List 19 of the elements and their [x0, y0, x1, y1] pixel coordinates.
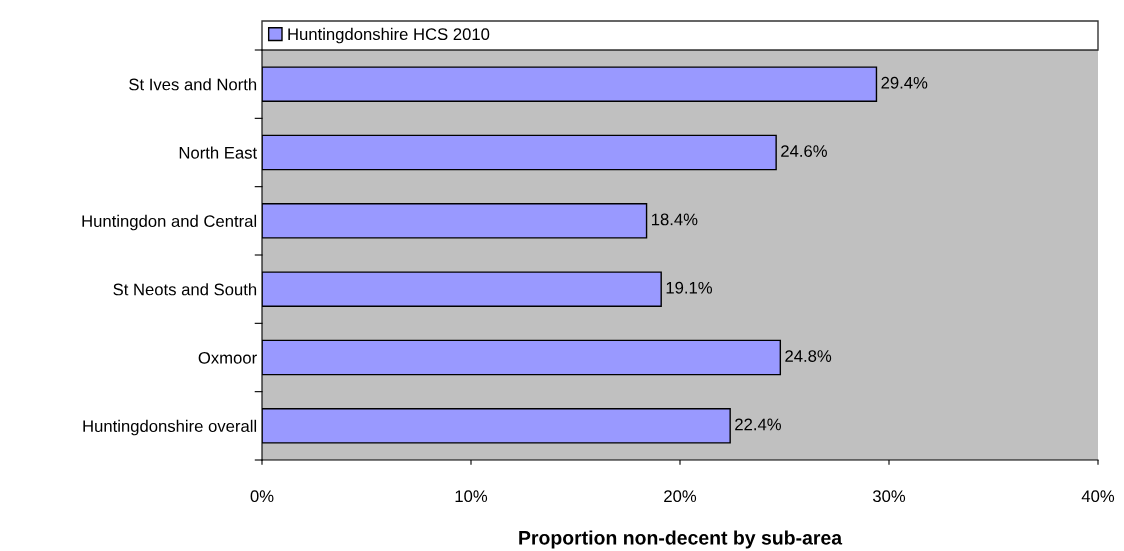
data-label: 22.4% [735, 418, 781, 431]
x-tick-label: 0% [250, 490, 274, 503]
y-tick-label: North East [179, 146, 258, 159]
data-label: 24.8% [785, 350, 832, 362]
data-label: 19.1% [666, 281, 713, 294]
y-tick-label: Oxmoor [198, 351, 257, 364]
y-tick-label: Huntingdon and Central [82, 214, 257, 231]
data-label: 18.4% [652, 213, 698, 226]
x-tick-label: 40% [1081, 490, 1115, 503]
data-label: 29.4% [881, 76, 928, 89]
x-axis-title: Proportion non-decent by sub-area [519, 530, 843, 549]
x-tick-label: 20% [664, 490, 697, 503]
y-tick-label: St Ives and North [129, 78, 257, 91]
x-tick-label: 30% [872, 490, 906, 503]
legend-label: Huntingdonshire HCS 2010 [288, 27, 490, 44]
y-tick-label: Huntingdonshire overall [83, 419, 257, 436]
x-tick-label: 10% [455, 490, 488, 503]
y-tick-label: St Neots and South [113, 283, 257, 296]
data-label: 24.6% [781, 145, 827, 157]
